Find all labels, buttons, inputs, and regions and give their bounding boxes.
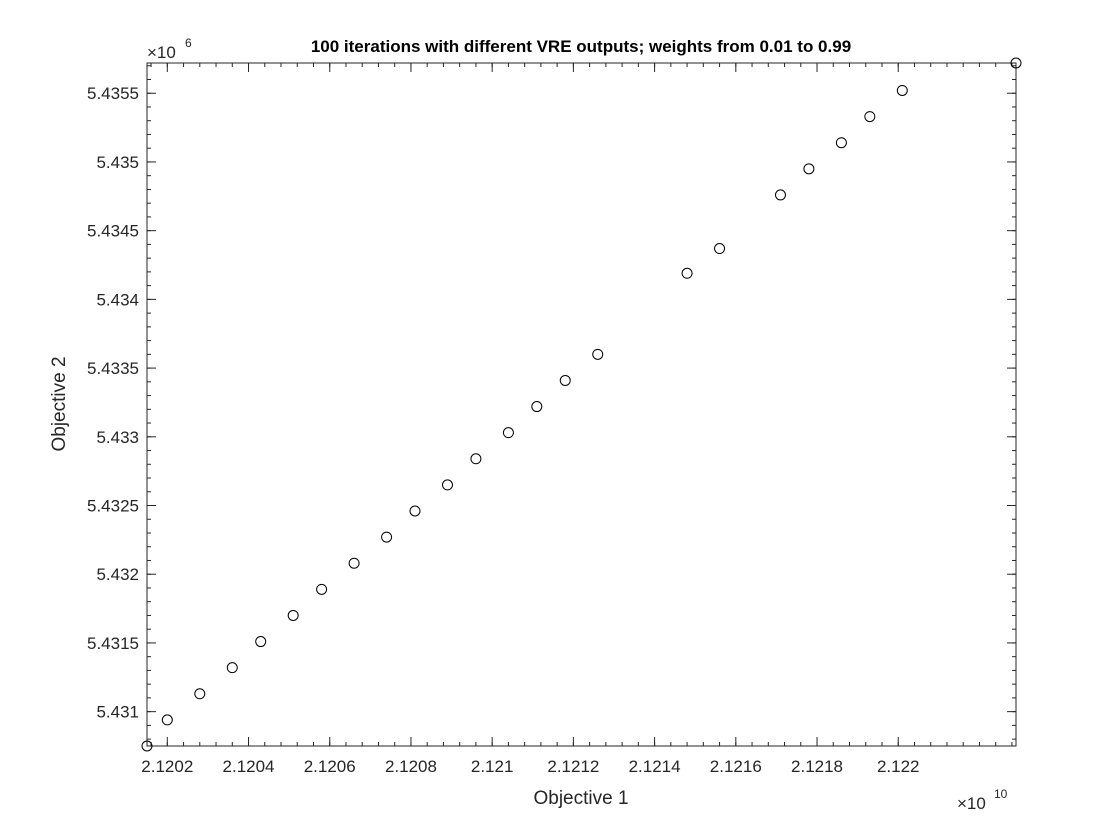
data-point bbox=[803, 163, 815, 175]
chart-title: 100 iterations with different VRE output… bbox=[311, 37, 851, 56]
y-tick-label: 5.4355 bbox=[87, 84, 139, 103]
x-tick-label: 2.1216 bbox=[710, 757, 762, 776]
x-tick-label: 2.1214 bbox=[629, 757, 681, 776]
data-point bbox=[470, 453, 482, 465]
y-tick-label: 5.4335 bbox=[87, 359, 139, 378]
data-point bbox=[226, 662, 238, 674]
y-tick-label: 5.4345 bbox=[87, 222, 139, 241]
data-point bbox=[714, 243, 726, 255]
data-point bbox=[531, 401, 543, 413]
data-point bbox=[161, 714, 173, 726]
data-points bbox=[141, 57, 1022, 752]
data-point bbox=[502, 427, 514, 439]
data-point bbox=[409, 505, 421, 517]
x-multiplier-exponent: 10 bbox=[994, 787, 1008, 801]
data-point bbox=[255, 636, 267, 648]
plot-area bbox=[146, 62, 1017, 747]
data-point bbox=[381, 531, 393, 543]
data-point bbox=[774, 189, 786, 201]
x-multiplier-base: ×10 bbox=[957, 794, 986, 813]
x-axis-ticks: 2.1202 2.1204 2.1206 2.1208 2.121 2.1212 2.121… bbox=[141, 63, 1013, 776]
x-tick-label: 2.1206 bbox=[304, 757, 356, 776]
data-point bbox=[316, 583, 328, 595]
data-point bbox=[559, 374, 571, 386]
y-axis-ticks: 5.431 5.4315 5.432 5.4325 5.433 5.4335 5.434 5.… bbox=[87, 65, 1016, 740]
data-point bbox=[896, 84, 908, 96]
x-tick-label: 2.1208 bbox=[385, 757, 437, 776]
x-tick-label: 2.1202 bbox=[141, 757, 193, 776]
data-point bbox=[681, 267, 693, 279]
y-tick-label: 5.4315 bbox=[87, 634, 139, 653]
x-tick-label: 2.1218 bbox=[791, 757, 843, 776]
y-tick-label: 5.435 bbox=[96, 153, 139, 172]
x-axis-label: Objective 1 bbox=[533, 788, 628, 809]
y-tick-label: 5.4325 bbox=[87, 497, 139, 516]
data-point bbox=[348, 557, 360, 569]
data-point bbox=[1010, 57, 1022, 69]
data-point bbox=[441, 479, 453, 491]
x-axis-multiplier: ×10 10 bbox=[957, 787, 1008, 813]
data-point bbox=[592, 348, 604, 360]
y-tick-label: 5.434 bbox=[96, 290, 139, 309]
y-tick-label: 5.432 bbox=[96, 565, 139, 584]
x-tick-label: 2.1212 bbox=[547, 757, 599, 776]
data-point bbox=[864, 111, 876, 123]
y-tick-label: 5.431 bbox=[96, 703, 139, 722]
y-axis-label: Objective 2 bbox=[49, 356, 70, 451]
y-axis-multiplier: ×10 6 bbox=[147, 36, 192, 62]
x-tick-label: 2.122 bbox=[877, 757, 920, 776]
data-point bbox=[194, 688, 206, 700]
y-multiplier-base: ×10 bbox=[147, 43, 176, 62]
x-tick-label: 2.121 bbox=[471, 757, 514, 776]
data-point bbox=[287, 609, 299, 621]
y-tick-label: 5.433 bbox=[96, 428, 139, 447]
x-tick-label: 2.1204 bbox=[223, 757, 275, 776]
data-point bbox=[141, 740, 153, 752]
data-point bbox=[835, 137, 847, 149]
y-multiplier-exponent: 6 bbox=[185, 36, 192, 50]
